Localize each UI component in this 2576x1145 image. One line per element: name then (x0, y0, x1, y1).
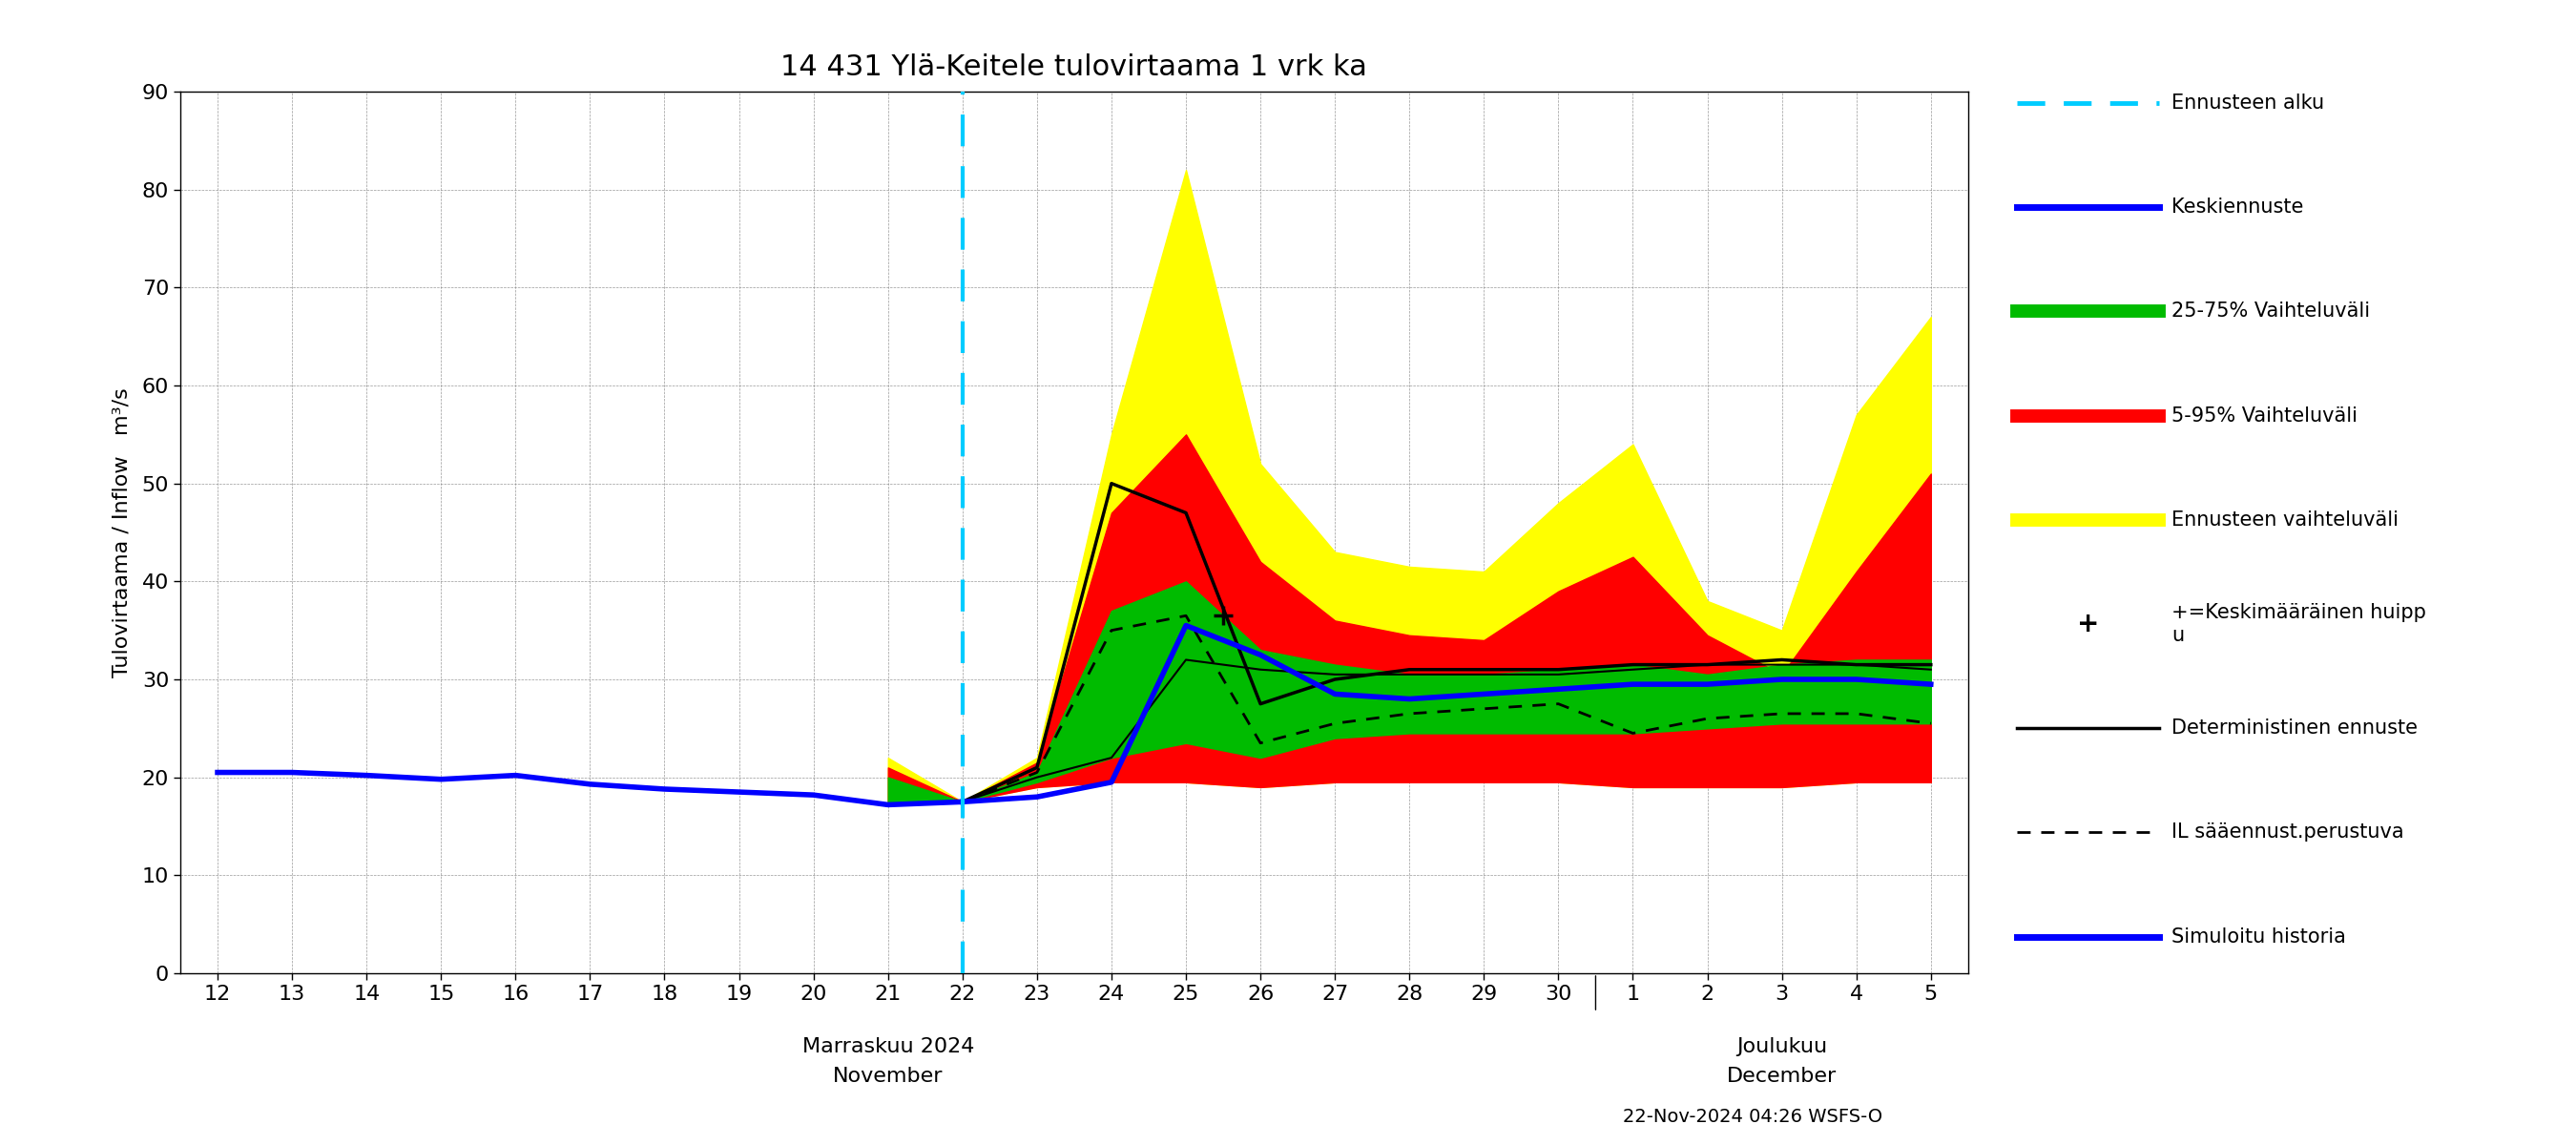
Y-axis label: Tulovirtaama / Inflow   m³/s: Tulovirtaama / Inflow m³/s (113, 387, 131, 678)
Text: Marraskuu 2024: Marraskuu 2024 (801, 1037, 974, 1056)
Text: Ennusteen vaihteluväli: Ennusteen vaihteluväli (2172, 511, 2398, 529)
Text: 22-Nov-2024 04:26 WSFS-O: 22-Nov-2024 04:26 WSFS-O (1623, 1108, 1883, 1126)
Text: December: December (1726, 1066, 1837, 1085)
Text: November: November (832, 1066, 943, 1085)
Text: Ennusteen alku: Ennusteen alku (2172, 94, 2324, 112)
Text: IL sääennust.perustuva: IL sääennust.perustuva (2172, 823, 2403, 842)
Text: Keskiennuste: Keskiennuste (2172, 198, 2303, 216)
Title: 14 431 Ylä-Keitele tulovirtaama 1 vrk ka: 14 431 Ylä-Keitele tulovirtaama 1 vrk ka (781, 54, 1368, 81)
Text: +=Keskimääräinen huipp
u: +=Keskimääräinen huipp u (2172, 603, 2427, 645)
Text: 25-75% Vaihteluväli: 25-75% Vaihteluväli (2172, 302, 2370, 321)
Text: Joulukuu: Joulukuu (1736, 1037, 1826, 1056)
Text: Simuloitu historia: Simuloitu historia (2172, 927, 2347, 946)
Text: Deterministinen ennuste: Deterministinen ennuste (2172, 719, 2419, 737)
Text: +: + (2076, 610, 2099, 638)
Text: 5-95% Vaihteluväli: 5-95% Vaihteluväli (2172, 406, 2357, 425)
